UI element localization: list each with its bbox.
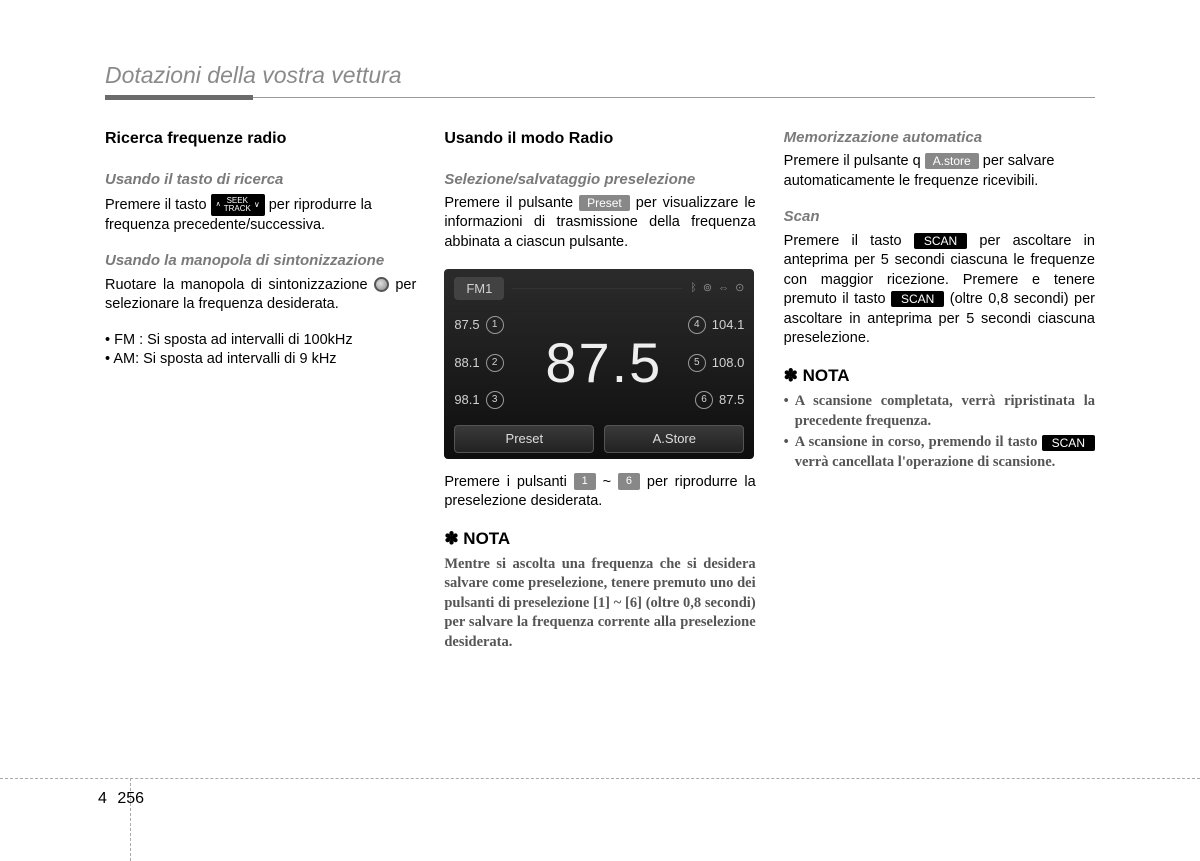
radio-astore-button[interactable]: A.Store	[604, 425, 744, 453]
preset-3[interactable]: 98.13	[454, 391, 530, 409]
col1-sec2-heading: Usando la manopola di sintonizzazione	[105, 251, 416, 271]
page-number: 4 256	[98, 790, 144, 808]
text: verrà cancellata l'operazione di scansio…	[795, 454, 1056, 470]
text: Premere il pulsante	[444, 195, 579, 211]
nota-item-2: A scansione in corso, premendo il tasto …	[795, 433, 1095, 472]
section-title: Dotazioni della vostra vettura	[105, 62, 1095, 89]
col2-after-radio: Premere i pulsanti 1 ~ 6 per riprodurre …	[444, 473, 755, 512]
col3-sec1-text: Premere il pulsante q A.store per salvar…	[784, 152, 1095, 191]
preset-button[interactable]: Preset	[579, 195, 630, 211]
col1-sec1-heading: Usando il tasto di ricerca	[105, 170, 416, 190]
presets-left: 87.51 88.12 98.13	[454, 306, 530, 419]
column-3: Memorizzazione automatica Premere il pul…	[784, 128, 1095, 652]
button-1[interactable]: 1	[574, 473, 596, 490]
main-frequency: 87.5	[530, 306, 668, 419]
text: ~	[603, 474, 618, 490]
scan-button[interactable]: SCAN	[891, 291, 944, 307]
column-2: Usando il modo Radio Selezione/salvatagg…	[444, 128, 755, 652]
text: Premere i pulsanti	[444, 474, 573, 490]
text: Premere il pulsante q	[784, 153, 925, 169]
presets-right: 104.14 108.05 87.56	[668, 306, 744, 419]
scan-button[interactable]: SCAN	[1042, 435, 1095, 451]
col3-sec2-heading: Scan	[784, 207, 1095, 227]
col1-heading: Ricerca frequenze radio	[105, 128, 416, 150]
col2-sec1-heading: Selezione/salvataggio preselezione	[444, 170, 755, 190]
preset-5[interactable]: 108.05	[668, 354, 744, 372]
preset-6[interactable]: 87.56	[668, 391, 744, 409]
col2-heading: Usando il modo Radio	[444, 128, 755, 150]
radio-top-bar: FM1 ᛒ ⊚ ⇔ ⊙	[454, 277, 744, 301]
scan-button[interactable]: SCAN	[914, 233, 967, 249]
preset-1[interactable]: 87.51	[454, 316, 530, 334]
status-icons: ᛒ ⊚ ⇔ ⊙	[690, 281, 744, 296]
disc-icon: ⊚	[703, 281, 712, 296]
text: Ruotare la manopola di sintonizzazione	[105, 277, 374, 293]
bullet-am: AM: Si sposta ad intervalli di 9 kHz	[105, 350, 416, 370]
footer-rule	[0, 778, 1200, 779]
col1-sec1-text: Premere il tasto ∧ SEEK TRACK ∨ per ripr…	[105, 194, 416, 236]
text: A scansione in corso, premendo il tasto	[795, 434, 1042, 450]
radio-display: FM1 ᛒ ⊚ ⇔ ⊙ 87.51 88.12 98.13 87.	[444, 269, 754, 459]
page-number-value: 256	[117, 790, 144, 807]
tuning-knob-icon	[374, 277, 389, 292]
column-1: Ricerca frequenze radio Usando il tasto …	[105, 128, 416, 652]
preset-4[interactable]: 104.14	[668, 316, 744, 334]
col1-bullets: FM : Si sposta ad intervalli di 100kHz A…	[105, 331, 416, 370]
button-6[interactable]: 6	[618, 473, 640, 490]
radio-preset-button[interactable]: Preset	[454, 425, 594, 453]
bluetooth-icon: ᛒ	[690, 281, 697, 296]
track-label: TRACK	[224, 205, 251, 213]
band-indicator: FM1	[454, 277, 504, 301]
preset-2[interactable]: 88.12	[454, 354, 530, 372]
nota-list: •A scansione completata, verrà ripristin…	[784, 392, 1095, 472]
text: Premere il tasto	[105, 197, 211, 213]
col3-sec1-heading: Memorizzazione automatica	[784, 128, 1095, 148]
nota-heading: NOTA	[784, 365, 1095, 388]
col3-sec2-text: Premere il tasto SCAN per ascoltare in a…	[784, 232, 1095, 349]
columns: Ricerca frequenze radio Usando il tasto …	[105, 128, 1095, 652]
astore-button[interactable]: A.store	[925, 153, 979, 169]
bullet-fm: FM : Si sposta ad intervalli di 100kHz	[105, 331, 416, 351]
chapter-number: 4	[98, 790, 107, 807]
nota-item-1: A scansione completata, verrà ripristina…	[795, 392, 1095, 431]
usb-icon: ⇔	[718, 281, 729, 296]
text: Premere il tasto	[784, 233, 914, 249]
nota-body: Mentre si ascolta una frequenza che si d…	[444, 555, 755, 653]
nota-heading: NOTA	[444, 528, 755, 551]
col2-sec1-text: Premere il pulsante Preset per visualizz…	[444, 194, 755, 253]
aux-icon: ⊙	[735, 281, 744, 296]
seek-track-button[interactable]: ∧ SEEK TRACK ∨	[211, 194, 265, 216]
col1-sec2-text: Ruotare la manopola di sintonizzazione p…	[105, 276, 416, 315]
page: Dotazioni della vostra vettura Ricerca f…	[0, 0, 1200, 652]
title-rule	[105, 95, 1095, 100]
radio-bottom-buttons: Preset A.Store	[454, 425, 744, 453]
radio-mid: 87.51 88.12 98.13 87.5 104.14 108.05 87.…	[454, 306, 744, 419]
